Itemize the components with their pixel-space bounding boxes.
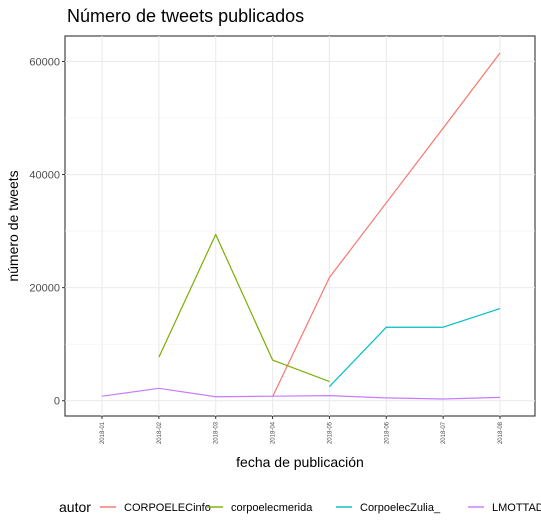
legend-title: autor xyxy=(59,499,91,515)
grid-lines xyxy=(65,36,535,416)
y-tick-label: 60000 xyxy=(29,56,60,68)
series-line xyxy=(101,387,501,400)
x-tick-label: 2018-03 xyxy=(214,421,220,444)
legend-label: CORPOELECinfo xyxy=(124,502,211,514)
plot-panel xyxy=(64,35,536,417)
legend: autor CORPOELECinfo corpoelecmerida Corpoe… xyxy=(59,499,541,515)
y-tick-label: 40000 xyxy=(29,170,60,182)
series-line xyxy=(328,307,501,388)
x-tick-label: 2018-04 xyxy=(271,421,277,444)
y-axis-title: número de tweets xyxy=(5,170,21,281)
x-axis-title: fecha de publicación xyxy=(236,454,364,470)
x-tick-label: 2018-05 xyxy=(327,421,333,444)
series-line xyxy=(272,52,501,398)
legend-label: CorpoelecZulia_ xyxy=(360,502,441,514)
x-tick-label: 2018-07 xyxy=(441,421,447,444)
x-tick-label: 2018-02 xyxy=(157,421,163,444)
y-tick-label: 0 xyxy=(54,396,60,408)
chart-title: Número de tweets publicados xyxy=(67,6,304,26)
x-axis: 2018-01 2018-02 2018-03 2018-04 2018-05 2018-… xyxy=(100,416,504,444)
series-line xyxy=(158,233,330,383)
series-lines xyxy=(101,52,501,400)
y-axis: 0 20000 40000 60000 xyxy=(29,56,65,408)
x-tick-label: 2018-06 xyxy=(384,421,390,444)
legend-label: LMOTTAD xyxy=(492,502,541,514)
x-tick-label: 2018-01 xyxy=(100,421,106,444)
legend-label: corpoelecmerida xyxy=(231,502,313,514)
x-tick-label: 2018-08 xyxy=(498,421,504,444)
y-tick-label: 20000 xyxy=(29,283,60,295)
